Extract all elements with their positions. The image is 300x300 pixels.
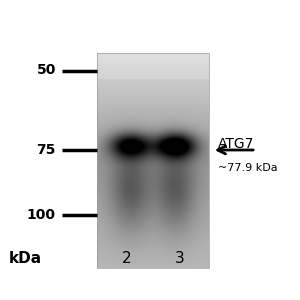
Text: ATG7: ATG7 [218, 137, 254, 151]
Text: 100: 100 [27, 208, 56, 222]
Text: 2: 2 [122, 251, 131, 266]
Text: kDa: kDa [9, 251, 42, 266]
Text: ~77.9 kDa: ~77.9 kDa [218, 163, 277, 173]
Bar [97, 53, 209, 268]
Text: 75: 75 [36, 143, 56, 157]
Text: 50: 50 [36, 64, 56, 77]
Text: 3: 3 [175, 251, 184, 266]
